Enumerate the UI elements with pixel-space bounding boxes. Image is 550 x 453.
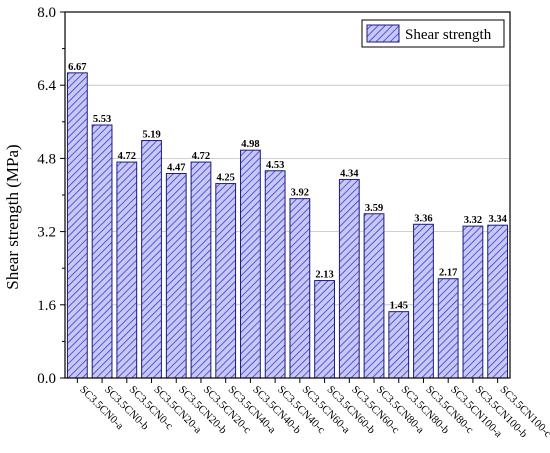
bar-value-label: 5.53 xyxy=(93,114,111,125)
grid-lines xyxy=(65,84,510,306)
bar xyxy=(264,170,286,379)
bar-value-label: 2.17 xyxy=(439,268,457,279)
bar xyxy=(215,183,237,379)
bar xyxy=(388,311,410,379)
plot-frame xyxy=(64,11,511,379)
bar-value-label: 4.25 xyxy=(217,173,235,184)
bar-value-label: 5.19 xyxy=(142,130,160,141)
y-tick-label: 1.6 xyxy=(37,298,56,314)
bar-value-label: 4.47 xyxy=(167,162,185,173)
bars xyxy=(66,72,509,379)
bar xyxy=(165,172,187,379)
bar-value-label: 4.53 xyxy=(266,160,284,171)
legend-swatch xyxy=(366,24,400,43)
y-tick-labels: 0.0 1.6 3.2 4.8 6.4 8.0 xyxy=(37,5,56,387)
y-tick-label: 3.2 xyxy=(37,225,56,241)
axes xyxy=(60,11,511,383)
bar xyxy=(240,149,261,379)
y-tick-label: 6.4 xyxy=(37,78,56,94)
legend-label: Shear strength xyxy=(405,27,492,43)
bar-value-labels: 6.67 5.53 4.72 5.19 4.47 4.72 4.25 4.98 4.53 3.92… xyxy=(68,62,507,312)
bar-value-label: 4.72 xyxy=(192,151,210,162)
bar xyxy=(314,280,335,379)
bar-value-label: 4.72 xyxy=(118,151,136,162)
bar xyxy=(190,161,212,379)
bar-value-label: 1.45 xyxy=(390,301,408,312)
bar-value-label: 3.36 xyxy=(414,213,432,224)
bar-value-label: 6.67 xyxy=(68,62,86,73)
y-tick-label: 0.0 xyxy=(37,371,56,387)
bar xyxy=(462,225,484,379)
bar xyxy=(338,178,360,379)
bar xyxy=(289,198,311,379)
bar-value-label: 2.13 xyxy=(315,270,333,281)
bar xyxy=(437,278,459,379)
bar xyxy=(363,213,385,379)
x-category-labels: SC3.5CN0-aSC3.5CN0-bSC3.5CN0-cSC3.5CN20-… xyxy=(77,384,550,441)
bar-value-label: 3.32 xyxy=(464,215,482,226)
bar xyxy=(116,161,138,379)
bar xyxy=(487,224,509,379)
bar xyxy=(413,223,434,379)
bar-value-label: 4.98 xyxy=(241,139,259,150)
y-axis-title: Shear strength (MPa) xyxy=(3,144,22,289)
bar-value-label: 3.59 xyxy=(365,203,383,214)
bar-value-label: 3.34 xyxy=(488,214,507,225)
y-tick-label: 8.0 xyxy=(37,5,56,21)
legend: Shear strength xyxy=(361,19,505,48)
bar-value-label: 3.92 xyxy=(291,188,309,199)
bar xyxy=(66,72,88,379)
bar xyxy=(91,124,113,379)
bar-value-label: 4.34 xyxy=(340,168,359,179)
bar xyxy=(141,140,162,379)
y-tick-label: 4.8 xyxy=(37,151,56,167)
